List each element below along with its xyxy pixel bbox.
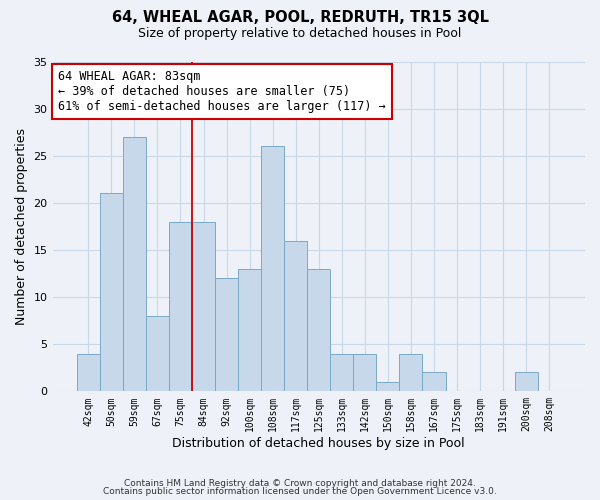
Bar bbox=[192, 222, 215, 392]
Y-axis label: Number of detached properties: Number of detached properties bbox=[15, 128, 28, 325]
Bar bbox=[238, 269, 261, 392]
Bar bbox=[261, 146, 284, 392]
Bar bbox=[77, 354, 100, 392]
Bar bbox=[146, 316, 169, 392]
Bar bbox=[422, 372, 446, 392]
Text: Contains HM Land Registry data © Crown copyright and database right 2024.: Contains HM Land Registry data © Crown c… bbox=[124, 478, 476, 488]
Bar bbox=[515, 372, 538, 392]
Text: Size of property relative to detached houses in Pool: Size of property relative to detached ho… bbox=[139, 28, 461, 40]
Bar bbox=[400, 354, 422, 392]
Text: 64, WHEAL AGAR, POOL, REDRUTH, TR15 3QL: 64, WHEAL AGAR, POOL, REDRUTH, TR15 3QL bbox=[112, 10, 488, 25]
Bar bbox=[100, 194, 123, 392]
Bar bbox=[376, 382, 400, 392]
Bar bbox=[169, 222, 192, 392]
Bar bbox=[307, 269, 330, 392]
Text: 64 WHEAL AGAR: 83sqm
← 39% of detached houses are smaller (75)
61% of semi-detac: 64 WHEAL AGAR: 83sqm ← 39% of detached h… bbox=[58, 70, 386, 112]
Bar bbox=[330, 354, 353, 392]
Bar bbox=[284, 240, 307, 392]
Bar bbox=[353, 354, 376, 392]
Text: Contains public sector information licensed under the Open Government Licence v3: Contains public sector information licen… bbox=[103, 487, 497, 496]
X-axis label: Distribution of detached houses by size in Pool: Distribution of detached houses by size … bbox=[172, 437, 465, 450]
Bar bbox=[123, 137, 146, 392]
Bar bbox=[215, 278, 238, 392]
